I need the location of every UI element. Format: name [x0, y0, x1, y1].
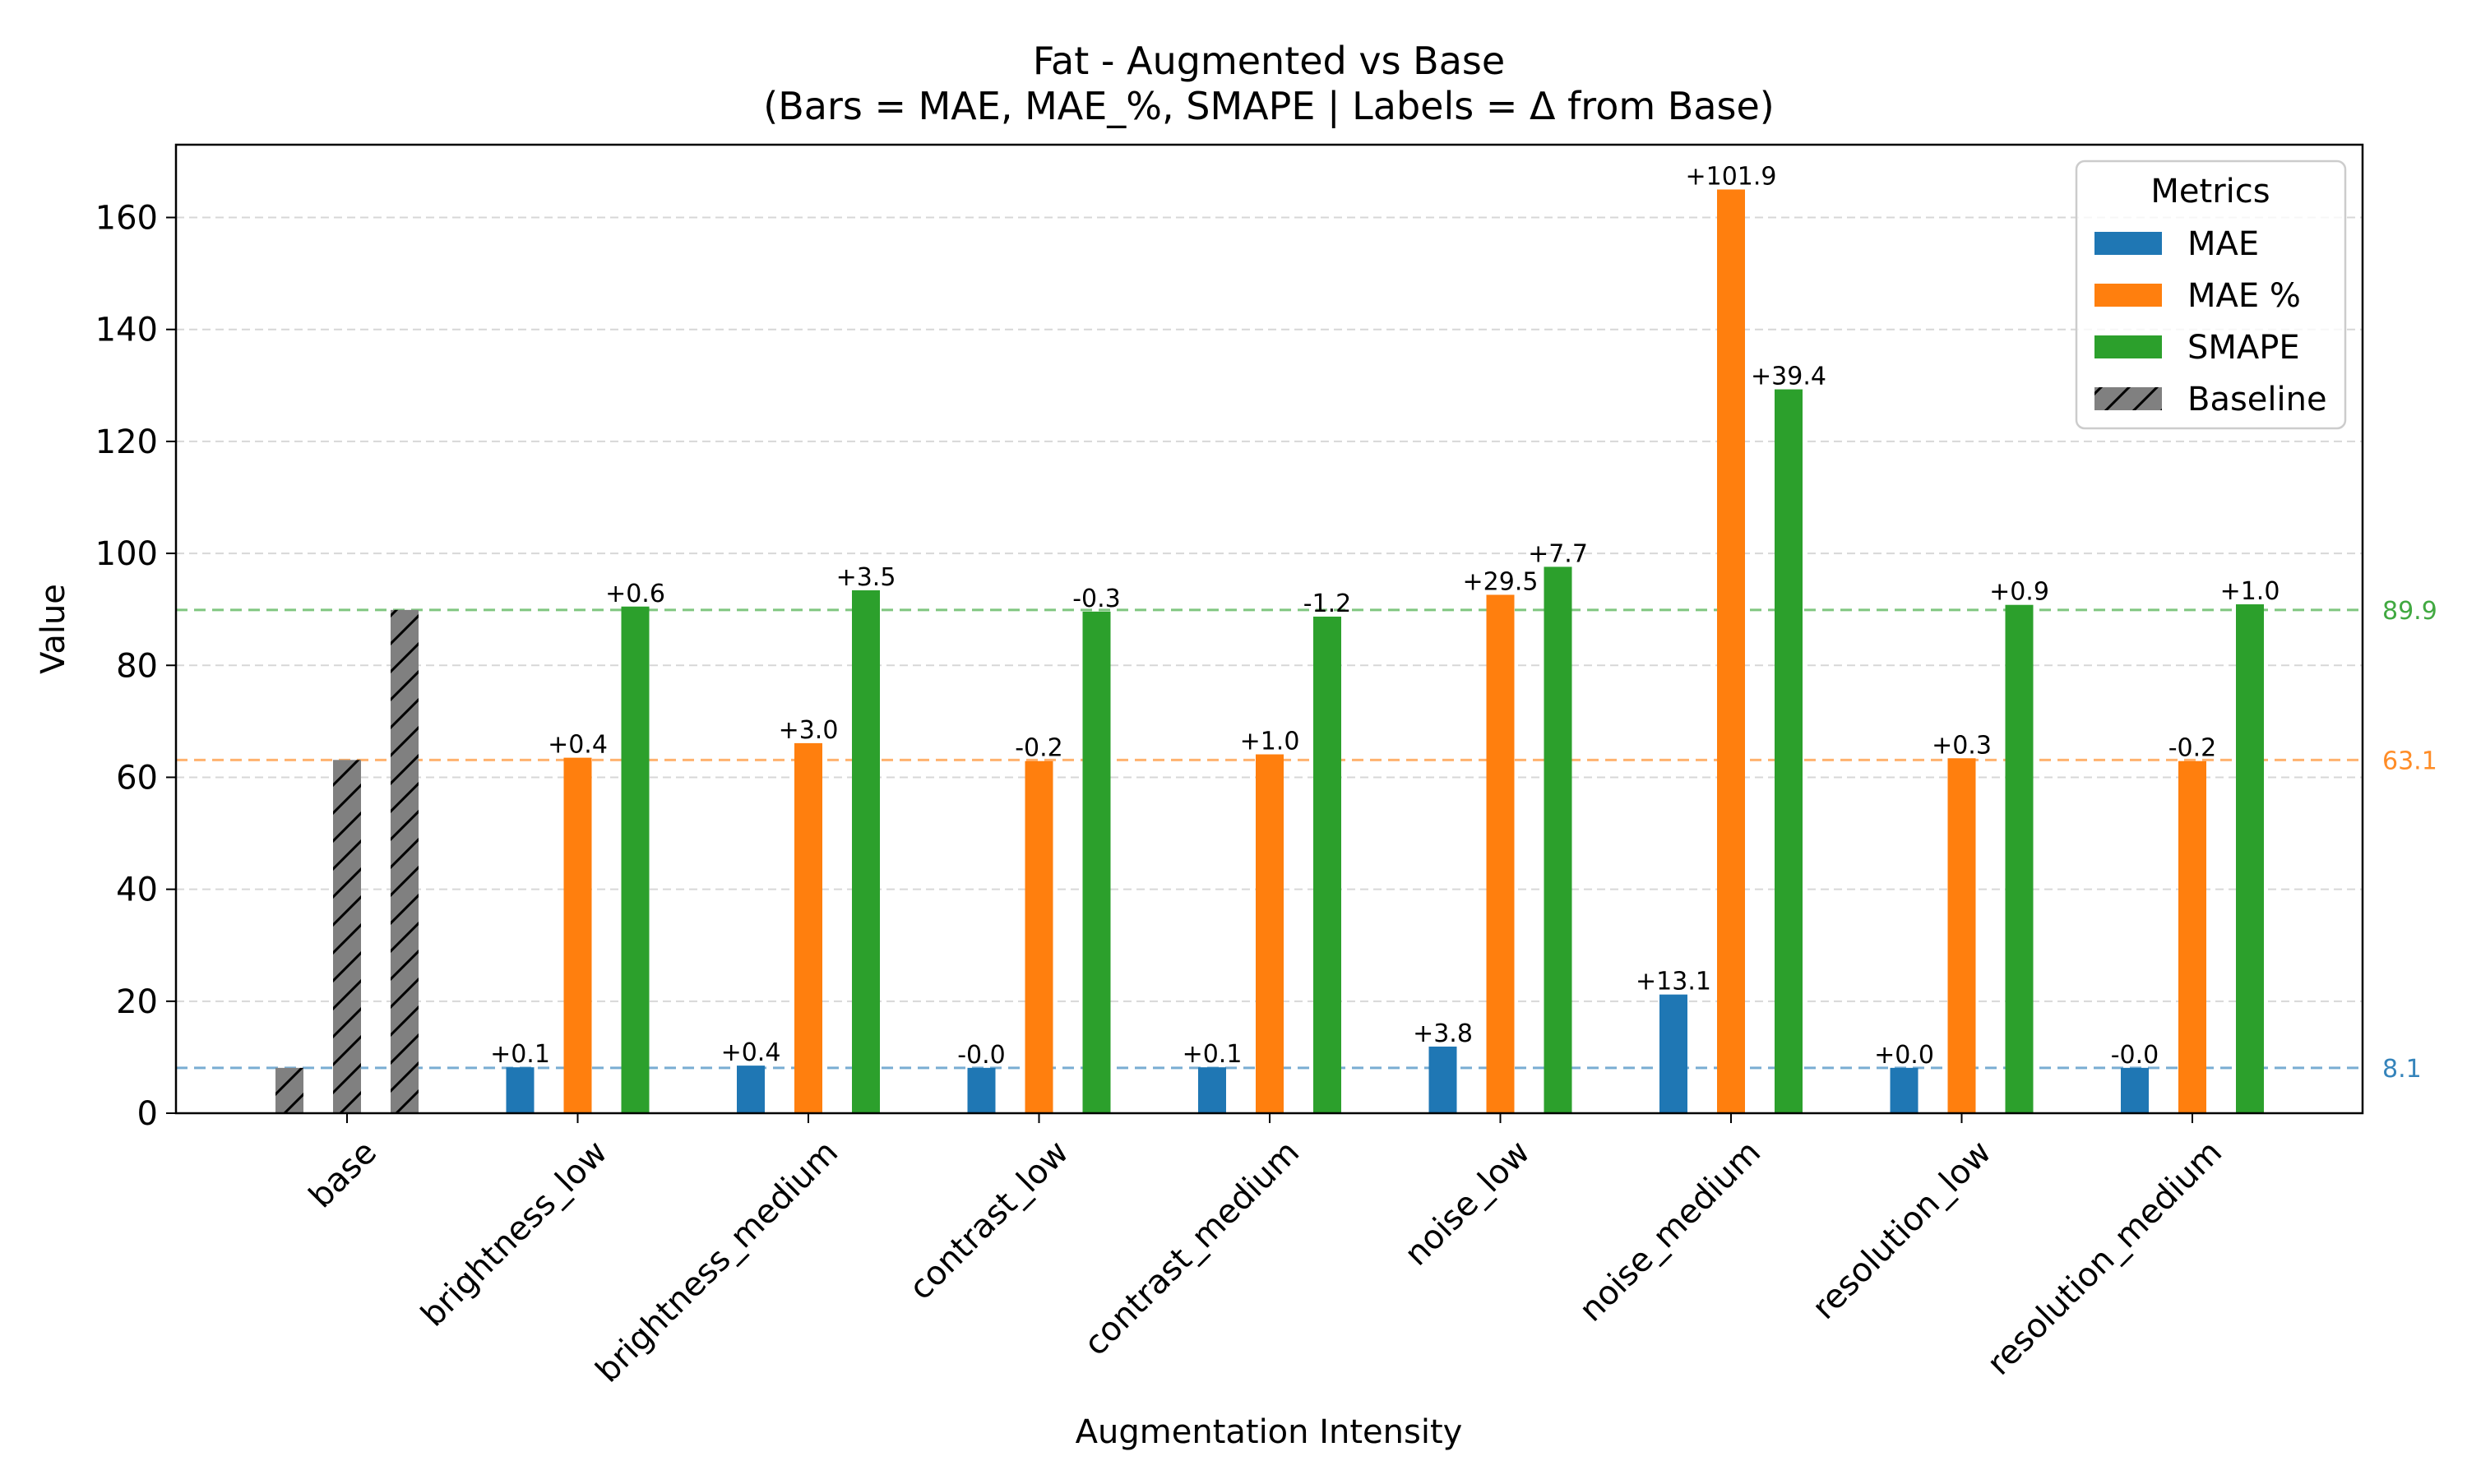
chart-title: Fat - Augmented vs Base	[1033, 39, 1505, 83]
legend-label: Baseline	[2187, 381, 2327, 418]
legend: Metrics MAE MAE % SMAPE Baseline	[2075, 159, 2347, 430]
bar-mae-	[563, 757, 592, 1113]
data-label: +0.9	[1989, 578, 2049, 607]
bar-mae-	[1717, 189, 1745, 1113]
legend-label: MAE	[2187, 225, 2259, 263]
bar-smape	[621, 606, 650, 1113]
y-tick-label: 20	[116, 983, 158, 1021]
bar-mae	[2121, 1067, 2149, 1113]
x-tick-label: contrast_medium	[1076, 1134, 1307, 1364]
data-label: +13.1	[1636, 968, 1711, 996]
data-label: +0.1	[1183, 1040, 1243, 1069]
legend-box	[2075, 159, 2347, 430]
data-label: +3.8	[1413, 1019, 1473, 1048]
bar-smape	[1082, 611, 1111, 1113]
bar-mae-	[1256, 754, 1284, 1113]
reference-line-label: 89.9	[2382, 597, 2437, 626]
bar-mae	[737, 1066, 765, 1113]
x-tick-label: resolution_low	[1805, 1134, 1998, 1327]
y-tick-label: 160	[95, 200, 158, 238]
x-tick-label: brightness_medium	[589, 1134, 845, 1390]
bar-mae	[1890, 1067, 1919, 1113]
reference-line-label: 8.1	[2382, 1055, 2422, 1084]
baseline-bar	[275, 1067, 303, 1113]
bar-smape	[1313, 617, 1341, 1113]
y-axis-label: Value	[35, 584, 72, 674]
data-label: -0.2	[2168, 734, 2217, 763]
y-axis: 0 20 40 60 80 100 120 140 160	[95, 200, 176, 1133]
reference-line-label: 63.1	[2382, 747, 2437, 775]
bar-mae	[1198, 1067, 1226, 1113]
data-label: +0.1	[490, 1040, 550, 1069]
bar-mae	[506, 1067, 535, 1113]
bar-mae-	[2178, 760, 2206, 1113]
data-label: +29.5	[1463, 567, 1539, 596]
x-tick-label: brightness_low	[414, 1134, 614, 1334]
bar-mae-	[1025, 760, 1053, 1113]
bar-smape	[852, 590, 880, 1113]
bars	[275, 189, 2264, 1113]
data-label: +1.0	[1240, 728, 1300, 756]
x-tick-label: base	[302, 1134, 384, 1216]
data-label: +101.9	[1685, 162, 1776, 191]
y-tick-label: 60	[116, 759, 158, 797]
bar-smape	[2005, 604, 2034, 1113]
data-label: -1.2	[1303, 589, 1352, 618]
bar-smape	[2236, 604, 2264, 1113]
legend-swatch	[2094, 232, 2162, 255]
data-label: +3.5	[836, 563, 896, 592]
bar-mae	[1428, 1046, 1457, 1113]
data-label: +0.4	[548, 731, 608, 760]
data-label: -0.0	[957, 1041, 1006, 1070]
data-label: +0.4	[721, 1038, 781, 1067]
y-tick-label: 40	[116, 871, 158, 909]
data-label: +3.0	[779, 716, 839, 745]
data-label: +0.6	[605, 580, 665, 608]
x-tick-label: noise_medium	[1572, 1134, 1768, 1329]
x-axis-label: Augmentation Intensity	[1076, 1413, 1463, 1451]
bar-smape	[1544, 566, 1572, 1113]
x-tick-label: resolution_medium	[1980, 1134, 2229, 1383]
bar-mae	[1659, 994, 1687, 1113]
bar-mae-	[794, 742, 822, 1113]
bar-mae-	[1947, 758, 1976, 1113]
data-label: +0.3	[1932, 731, 1992, 760]
data-label: -0.0	[2111, 1041, 2159, 1070]
y-tick-label: 140	[95, 312, 158, 349]
data-label: +39.4	[1751, 363, 1826, 391]
legend-items: MAE MAE % SMAPE Baseline	[2094, 225, 2327, 418]
y-tick-label: 100	[95, 535, 158, 573]
data-label: -0.2	[1015, 734, 1063, 763]
bar-smape	[1775, 389, 1803, 1113]
chart-subtitle: (Bars = MAE, MAE_%, SMAPE | Labels = Δ f…	[763, 84, 1774, 129]
legend-swatch	[2094, 284, 2162, 307]
y-tick-label: 120	[95, 423, 158, 461]
x-tick-label: noise_low	[1397, 1134, 1537, 1274]
baseline-bar	[391, 609, 419, 1113]
data-label: +1.0	[2220, 577, 2280, 606]
legend-title: Metrics	[2150, 173, 2270, 210]
data-label: +0.0	[1874, 1041, 1934, 1070]
legend-swatch	[2094, 335, 2162, 358]
reference-lines: 8.1 63.1 89.9	[176, 597, 2437, 1084]
data-label: -0.3	[1072, 585, 1121, 613]
bar-mae-	[1486, 594, 1515, 1113]
data-label: +7.7	[1528, 539, 1588, 568]
legend-label: MAE %	[2187, 277, 2301, 315]
legend-label: SMAPE	[2187, 329, 2300, 367]
legend-swatch	[2094, 387, 2162, 410]
bar-mae	[967, 1067, 996, 1113]
y-tick-label: 0	[137, 1095, 158, 1133]
data-labels: +0.1 +0.4 -0.0 +0.1 +3.8 +13.1 +0.0 -0.0 +0.4 +3.…	[490, 162, 2280, 1069]
x-tick-label: contrast_low	[902, 1134, 1076, 1308]
y-tick-label: 80	[116, 647, 158, 685]
baseline-bar	[333, 760, 361, 1113]
